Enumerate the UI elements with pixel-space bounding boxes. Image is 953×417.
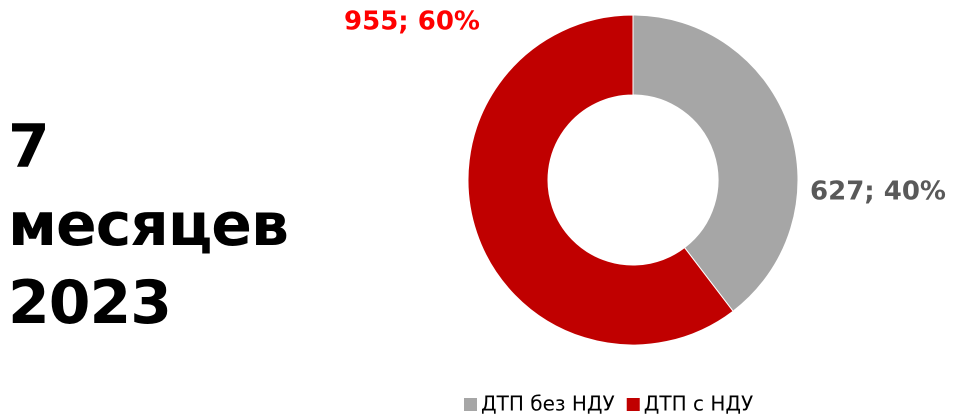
value-label: 955; 60% xyxy=(344,7,480,37)
donut-slice xyxy=(632,14,799,312)
legend-label: ДТП без НДУ xyxy=(481,392,615,416)
legend-label: ДТП с НДУ xyxy=(644,392,753,416)
chart-title: 7 месяцев 2023 xyxy=(8,112,289,338)
donut-slice xyxy=(467,14,734,346)
legend-swatch xyxy=(626,398,640,411)
legend-swatch xyxy=(464,398,477,411)
value-label: 627; 40% xyxy=(810,177,946,207)
